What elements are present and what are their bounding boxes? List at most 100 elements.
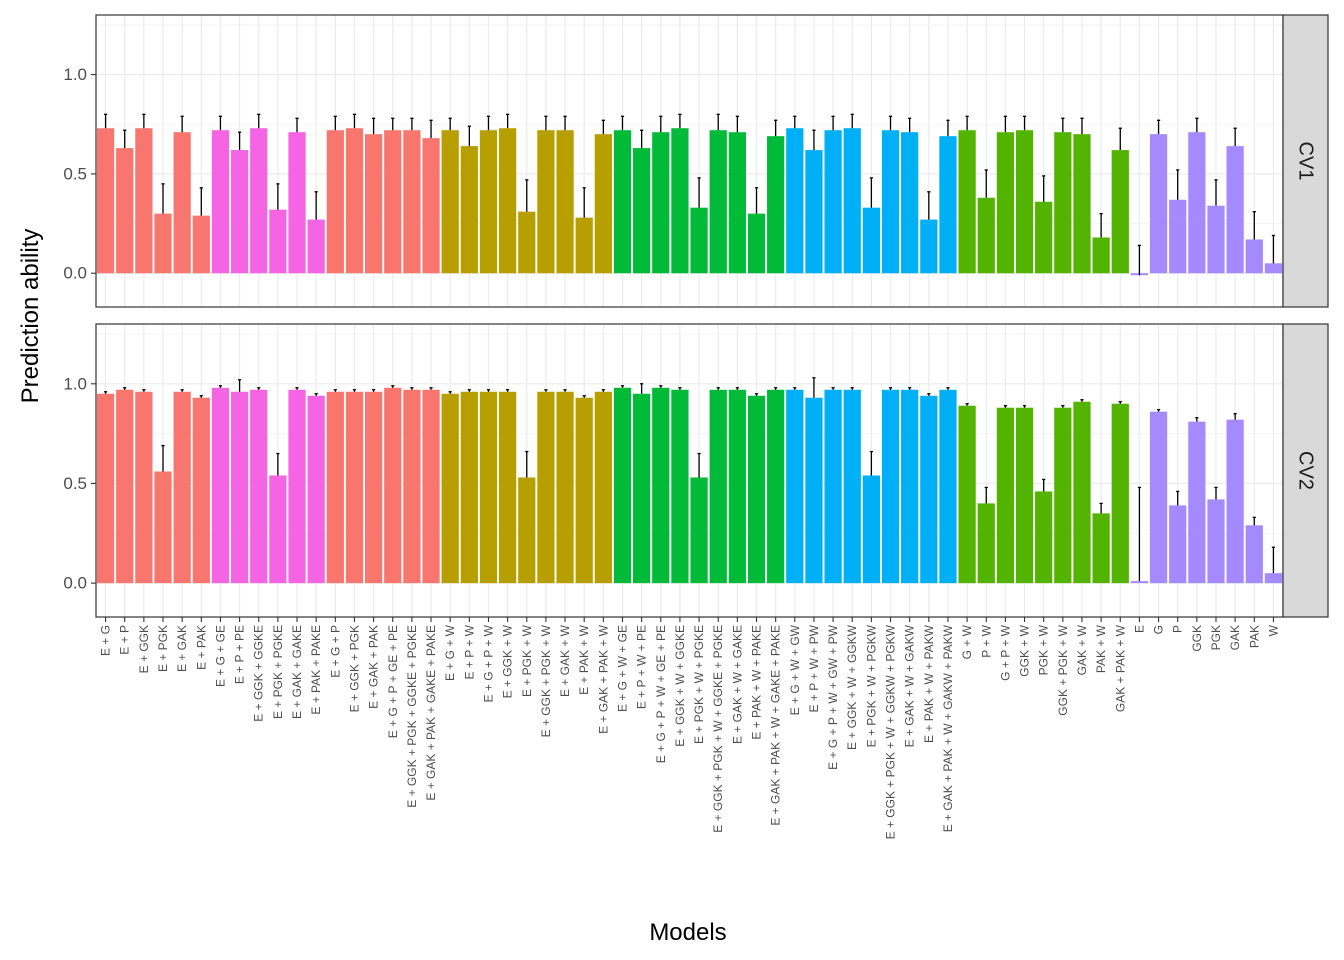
- x-tick-label: GAK: [1228, 625, 1242, 650]
- bar-cv1-49: [1035, 201, 1053, 274]
- bar-cv2-29: [652, 387, 670, 584]
- facet-label-cv2: CV2: [1295, 451, 1317, 490]
- bar-cv2-40: [862, 475, 880, 584]
- bar-cv1-1: [116, 148, 134, 274]
- bar-cv2-0: [96, 393, 115, 584]
- x-axis: E + G E + P E + GGK E + PGK E + GAK E + PAK E …: [99, 617, 1280, 839]
- bar-cv2-43: [920, 395, 938, 584]
- x-tick-label: E + G + P: [328, 625, 342, 678]
- bar-cv1-43: [920, 219, 938, 274]
- x-tick-label: E + G + W: [443, 624, 457, 681]
- bar-cv1-19: [460, 146, 478, 274]
- bar-cv2-17: [422, 389, 440, 584]
- bar-cv2-48: [1015, 407, 1034, 584]
- x-tick-label: E + P + W: [462, 624, 476, 679]
- x-tick-label: G + P + W: [998, 624, 1012, 680]
- bar-cv1-32: [709, 130, 727, 274]
- x-tick-label: E + GGK + W + GGKE: [673, 625, 687, 747]
- y-tick-label: 1.0: [63, 65, 87, 84]
- bar-cv1-26: [594, 134, 612, 274]
- bar-cv1-7: [230, 150, 249, 274]
- bar-cv2-16: [403, 389, 421, 584]
- bar-cv2-60: [1245, 525, 1263, 584]
- bar-cv1-23: [537, 130, 555, 274]
- bar-cv1-44: [939, 136, 957, 274]
- x-tick-label: E + GAK + PAK + GAKE + PAKE: [424, 625, 438, 801]
- bar-cv2-23: [537, 391, 555, 584]
- bar-cv1-57: [1188, 132, 1206, 274]
- x-tick-label: E + GAK + PAK + W + GAKW + PAKW: [941, 624, 955, 832]
- bar-cv1-45: [958, 130, 976, 274]
- bar-cv1-24: [556, 130, 574, 274]
- y-tick-label: 0.5: [63, 164, 87, 183]
- bar-cv1-37: [805, 150, 823, 274]
- x-tick-label: GGK: [1190, 625, 1204, 652]
- x-tick-label: E + GGK: [137, 625, 151, 673]
- x-tick-label: GAK + W: [1075, 624, 1089, 675]
- bar-cv1-9: [269, 209, 287, 274]
- bar-cv1-58: [1207, 205, 1225, 274]
- bar-cv2-49: [1035, 491, 1053, 584]
- bar-cv1-15: [384, 130, 402, 274]
- x-tick-label: E + P + W + PE: [635, 625, 649, 709]
- x-tick-label: E + G + W + GE: [615, 625, 629, 712]
- x-tick-label: GAK + PAK + W: [1113, 624, 1127, 712]
- x-tick-label: W: [1266, 624, 1280, 636]
- facet-strip: [1282, 14, 1329, 308]
- bar-cv2-58: [1207, 499, 1225, 584]
- x-tick-label: E + GGK + PGK + W: [539, 624, 553, 737]
- panels-layer: CV1 0.0 0.5 1.0 CV2 0.0 0.5 1.0 E + G E + P E + GG…: [63, 14, 1329, 839]
- bar-cv2-13: [345, 391, 364, 584]
- y-tick-label: 0.5: [63, 474, 87, 493]
- bar-cv1-2: [135, 128, 153, 274]
- x-tick-label: E + G + P + W: [481, 624, 495, 702]
- x-tick-label: E + GGK + W + GGKW: [845, 624, 859, 750]
- facet-strip: [1282, 323, 1329, 618]
- bar-cv2-3: [154, 471, 172, 584]
- x-tick-label: E + P + W + PW: [807, 624, 821, 712]
- bar-cv2-61: [1264, 573, 1283, 584]
- bar-cv1-0: [96, 128, 115, 274]
- bar-cv2-33: [728, 389, 746, 584]
- x-tick-label: GGK + W: [1018, 624, 1032, 676]
- x-tick-label: E + GGK + PGK + W + GGKE + PGKE: [711, 625, 725, 833]
- x-tick-label: G + W: [960, 624, 974, 659]
- x-tick-label: PAK: [1247, 625, 1261, 648]
- panel-cv2: CV2 0.0 0.5 1.0: [63, 323, 1329, 618]
- x-tick-label: E + GGK + PGK + GGKE + PGKE: [405, 625, 419, 808]
- bar-cv1-47: [996, 132, 1015, 274]
- bar-cv1-25: [575, 217, 593, 274]
- bar-cv1-21: [499, 128, 517, 274]
- x-tick-label: E + GAK + W: [558, 624, 572, 697]
- bar-cv2-31: [690, 477, 708, 584]
- x-tick-label: E + PAK + W: [577, 624, 591, 694]
- bar-cv1-41: [881, 130, 900, 274]
- x-tick-label: GGK + PGK + W: [1056, 624, 1070, 715]
- bar-cv1-17: [422, 138, 440, 274]
- bar-cv2-24: [556, 391, 574, 584]
- x-tick-label: P: [1171, 625, 1185, 633]
- x-tick-label: E + PAK + W + PAKW: [922, 624, 936, 743]
- bar-cv2-28: [633, 393, 651, 584]
- bar-cv2-35: [767, 389, 785, 584]
- bar-cv1-18: [441, 130, 459, 274]
- bar-cv2-12: [326, 391, 344, 584]
- bar-cv2-26: [594, 391, 612, 584]
- bar-cv2-10: [288, 389, 306, 584]
- x-axis-title: Models: [649, 919, 726, 946]
- bar-cv1-39: [843, 128, 861, 274]
- bar-cv2-47: [996, 407, 1015, 584]
- x-tick-label: E + P: [118, 625, 132, 655]
- x-tick-label: E + GAK + W + GAKE: [730, 625, 744, 744]
- bar-cv2-2: [135, 391, 153, 584]
- bar-cv1-22: [518, 211, 536, 274]
- bar-cv1-20: [479, 130, 498, 274]
- x-tick-label: G: [1152, 625, 1166, 634]
- x-tick-label: E + GGK + PGK + W + GGKW + PGKW: [884, 624, 898, 839]
- bar-cv1-48: [1015, 130, 1034, 274]
- bar-cv2-21: [499, 391, 517, 584]
- bar-cv1-14: [364, 134, 383, 274]
- bar-cv2-59: [1226, 419, 1244, 584]
- bar-cv1-5: [192, 215, 210, 274]
